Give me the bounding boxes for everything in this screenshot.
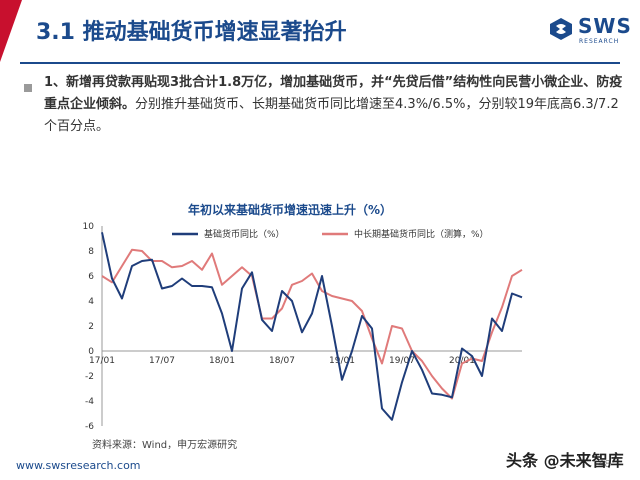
header-divider — [20, 62, 620, 64]
logo-sub-text: RESEARCH — [579, 38, 620, 45]
x-tick-label: 18/07 — [269, 356, 295, 366]
sws-logo: SWS RESEARCH — [548, 12, 634, 52]
page-number: 48 — [598, 459, 611, 470]
slide-header: 3.1 推动基础货币增速显著抬升 SWS RESEARCH — [0, 0, 640, 62]
bullet-marker — [24, 84, 32, 92]
logo-main-text: SWS — [578, 14, 632, 38]
legend-label: 中长期基础货币同比（测算，%） — [354, 228, 489, 240]
y-tick-label: 8 — [88, 247, 94, 257]
x-tick-label: 17/01 — [89, 356, 115, 366]
slide-title: 3.1 推动基础货币增速显著抬升 — [36, 20, 347, 45]
x-tick-label: 19/01 — [329, 356, 355, 366]
y-tick-label: -6 — [85, 422, 94, 432]
y-tick-label: 2 — [88, 322, 94, 332]
sws-logo-icon — [550, 18, 572, 40]
source-note: 资料来源：Wind，申万宏源研究 — [92, 440, 238, 451]
y-tick-label: 4 — [88, 297, 94, 307]
bullet-rest-text: 分别推升基础货币、长期基础货币同比增速至4.3%/6.5%，分别较19年底高6.… — [44, 97, 619, 134]
bullet-paragraph: 1、新增再贷款再贴现3批合计1.8万亿，增加基础货币，并“先贷后借”结构性向民营… — [44, 72, 624, 138]
y-tick-label: 6 — [88, 272, 94, 282]
x-tick-label: 19/07 — [389, 356, 415, 366]
legend-label: 基础货币同比（%） — [204, 228, 285, 240]
bullet-lead-text: 1、新增再贷款再贴现3批合计1.8万亿，增加基础货币，并“先贷后借”结构性向民营… — [44, 75, 623, 112]
chart-title: 年初以来基础货币增速迅速上升（%） — [188, 202, 392, 217]
watermark-text: 头条 @未来智库 — [506, 451, 624, 470]
series-line-base — [101, 232, 523, 421]
y-tick-label: -4 — [85, 397, 94, 407]
y-tick-label: 10 — [83, 222, 95, 232]
x-tick-label: 17/07 — [149, 356, 175, 366]
x-tick-label: 20/01 — [449, 356, 475, 366]
x-tick-label: 18/01 — [209, 356, 235, 366]
header-accent — [0, 0, 22, 62]
y-tick-label: -2 — [85, 372, 94, 382]
series-line-long-term — [101, 248, 523, 400]
y-tick-label: 0 — [88, 347, 94, 357]
footer-url-link[interactable]: www.swsresearch.com — [16, 459, 141, 472]
